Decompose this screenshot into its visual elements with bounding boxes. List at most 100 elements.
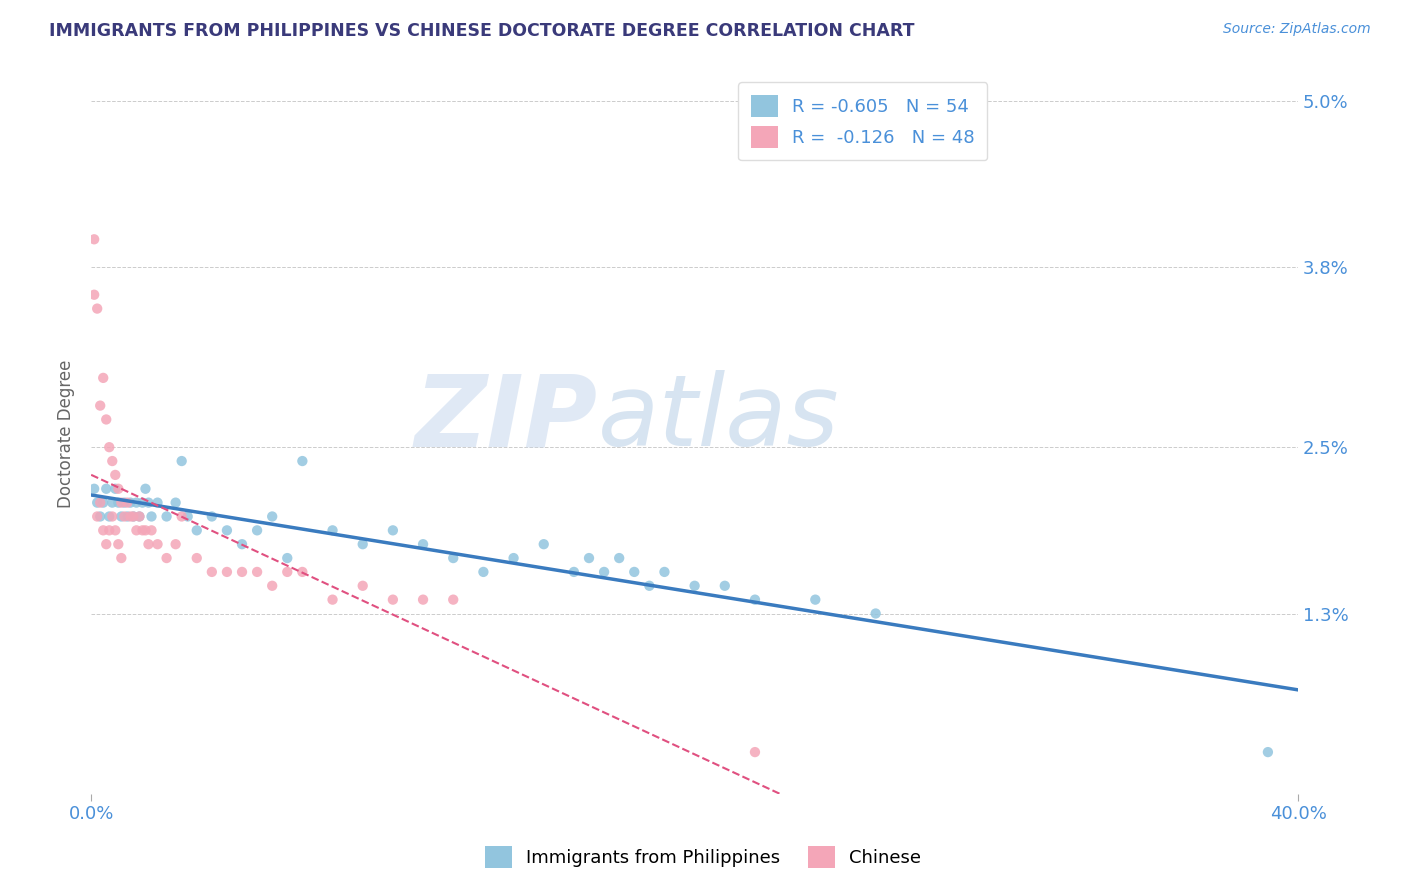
Point (86, 495, 108, 509)
Point (262, 509, 284, 524)
Point (96, 412, 118, 426)
Point (86, 509, 108, 524)
Point (122, 509, 145, 524)
Point (110, 495, 132, 509)
Point (865, 607, 887, 621)
Point (683, 579, 706, 593)
Point (104, 482, 127, 496)
Point (412, 537, 434, 551)
Point (83, 232, 105, 246)
Point (713, 579, 735, 593)
Point (96, 482, 118, 496)
Point (231, 537, 253, 551)
Point (155, 551, 177, 566)
Point (744, 592, 766, 607)
Point (562, 565, 585, 579)
Point (112, 495, 135, 509)
Point (170, 454, 193, 468)
Point (381, 524, 404, 538)
Point (122, 509, 145, 524)
Point (86, 301, 108, 316)
Point (186, 551, 208, 566)
Point (107, 495, 129, 509)
Legend: Immigrants from Philippines, Chinese: Immigrants from Philippines, Chinese (474, 835, 932, 879)
Point (276, 565, 298, 579)
Point (412, 592, 434, 607)
Point (502, 551, 524, 566)
Point (89, 399, 111, 413)
Text: atlas: atlas (598, 370, 839, 467)
Point (165, 537, 187, 551)
Point (215, 524, 238, 538)
Point (291, 454, 314, 468)
Point (246, 524, 269, 538)
Text: Source: ZipAtlas.com: Source: ZipAtlas.com (1223, 22, 1371, 37)
Point (654, 565, 676, 579)
Point (89, 495, 111, 509)
Point (120, 509, 142, 524)
Point (201, 565, 224, 579)
Point (110, 551, 132, 566)
Point (322, 524, 344, 538)
Point (131, 495, 153, 509)
Point (441, 551, 464, 566)
Point (291, 565, 314, 579)
Point (91, 371, 114, 385)
Point (593, 565, 616, 579)
Point (381, 592, 404, 607)
Point (117, 495, 139, 509)
Point (186, 524, 208, 538)
Point (98, 509, 121, 524)
Point (83, 482, 105, 496)
Point (352, 579, 374, 593)
Point (165, 495, 187, 509)
Point (125, 524, 148, 538)
Point (134, 482, 156, 496)
Point (131, 524, 153, 538)
Point (215, 565, 238, 579)
Point (112, 509, 135, 524)
Point (578, 551, 600, 566)
Text: ZIP: ZIP (415, 370, 598, 467)
Point (804, 592, 827, 607)
Point (98, 440, 121, 454)
Point (91, 495, 114, 509)
Point (201, 509, 224, 524)
Point (128, 509, 150, 524)
Point (177, 509, 200, 524)
Point (98, 524, 121, 538)
Point (96, 537, 118, 551)
Point (322, 592, 344, 607)
Point (91, 524, 114, 538)
Point (141, 509, 163, 524)
Point (107, 482, 129, 496)
Point (262, 579, 284, 593)
Point (472, 565, 495, 579)
Text: IMMIGRANTS FROM PHILIPPINES VS CHINESE DOCTORATE DEGREE CORRELATION CHART: IMMIGRANTS FROM PHILIPPINES VS CHINESE D… (49, 22, 915, 40)
Point (138, 495, 160, 509)
Y-axis label: Doctorate Degree: Doctorate Degree (58, 359, 75, 508)
Point (104, 467, 127, 482)
Point (141, 524, 163, 538)
Point (276, 551, 298, 566)
Point (146, 495, 169, 509)
Point (607, 551, 630, 566)
Point (146, 537, 169, 551)
Legend: R = -0.605   N = 54, R =  -0.126   N = 48: R = -0.605 N = 54, R = -0.126 N = 48 (738, 82, 987, 161)
Point (231, 565, 253, 579)
Point (352, 537, 374, 551)
Point (1257, 745, 1279, 759)
Point (83, 287, 105, 301)
Point (533, 537, 555, 551)
Point (128, 509, 150, 524)
Point (138, 537, 160, 551)
Point (117, 509, 139, 524)
Point (441, 592, 464, 607)
Point (101, 454, 124, 468)
Point (125, 495, 148, 509)
Point (638, 579, 661, 593)
Point (623, 565, 645, 579)
Point (134, 524, 156, 538)
Point (89, 509, 111, 524)
Point (246, 565, 269, 579)
